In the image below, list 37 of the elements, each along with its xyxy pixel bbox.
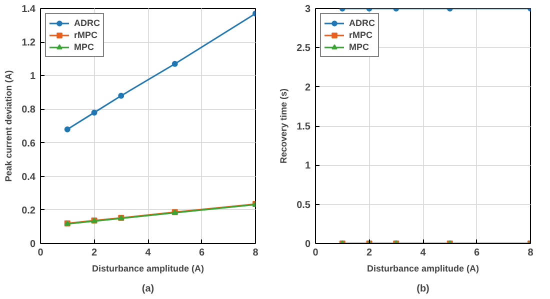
y-tick-label: 1.4 bbox=[22, 4, 36, 15]
x-tick-label: 4 bbox=[420, 248, 426, 258]
x-tick-label: 8 bbox=[252, 248, 259, 258]
legend-label: MPC bbox=[74, 41, 94, 53]
x-tick-label: 6 bbox=[198, 248, 205, 258]
y-tick-label: 0 bbox=[304, 239, 311, 250]
legend-label: MPC bbox=[349, 41, 369, 53]
x-tick-label: 6 bbox=[474, 248, 480, 258]
x-tick-label: 2 bbox=[91, 248, 98, 258]
y-tick-label: 2.5 bbox=[296, 43, 311, 54]
y-axis-title: Peak current deviation (A) bbox=[4, 70, 14, 182]
text: (b) bbox=[416, 284, 430, 294]
x-tick-label: 0 bbox=[312, 248, 319, 258]
y-axis-title: Recovery time (s) bbox=[278, 88, 289, 164]
x-axis-title: Disturbance amplitude (A) bbox=[366, 264, 480, 274]
legend-label: rMPC bbox=[74, 29, 98, 41]
y-tick-label: 0 bbox=[30, 239, 36, 250]
y-tick-label: 0.8 bbox=[22, 104, 36, 116]
y-tick-label: 0.4 bbox=[22, 172, 36, 183]
legend-label: rMPC bbox=[349, 29, 373, 41]
y-tick-label: 0.5 bbox=[296, 200, 311, 211]
text: (a) bbox=[142, 284, 154, 294]
y-tick-label: 1 bbox=[30, 71, 36, 82]
x-tick-label: 2 bbox=[366, 248, 372, 258]
legend-label: ADRC bbox=[349, 17, 375, 29]
legend-label: ADRC bbox=[74, 17, 100, 29]
y-tick-label: 2 bbox=[304, 82, 311, 94]
x-tick-label: 0 bbox=[38, 248, 44, 258]
y-tick-label: 3 bbox=[304, 4, 311, 15]
y-tick-label: 0.2 bbox=[22, 205, 36, 216]
x-tick-label: 4 bbox=[145, 248, 152, 258]
y-tick-label: 0.6 bbox=[22, 138, 36, 150]
y-tick-label: 1 bbox=[304, 160, 311, 172]
y-tick-label: 1.5 bbox=[296, 122, 311, 132]
y-tick-label: 1.2 bbox=[22, 38, 36, 49]
x-axis-title: Disturbance amplitude (A) bbox=[92, 264, 204, 274]
x-tick-label: 8 bbox=[528, 248, 534, 258]
